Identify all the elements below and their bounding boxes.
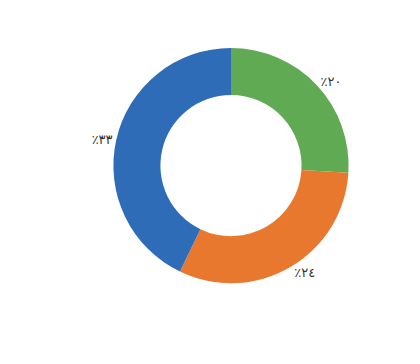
svg-text:٪٢٤: ٪٢٤ (294, 265, 315, 280)
svg-text:٪٢٠: ٪٢٠ (320, 74, 341, 89)
svg-text:٪٣٣: ٪٣٣ (92, 132, 113, 147)
